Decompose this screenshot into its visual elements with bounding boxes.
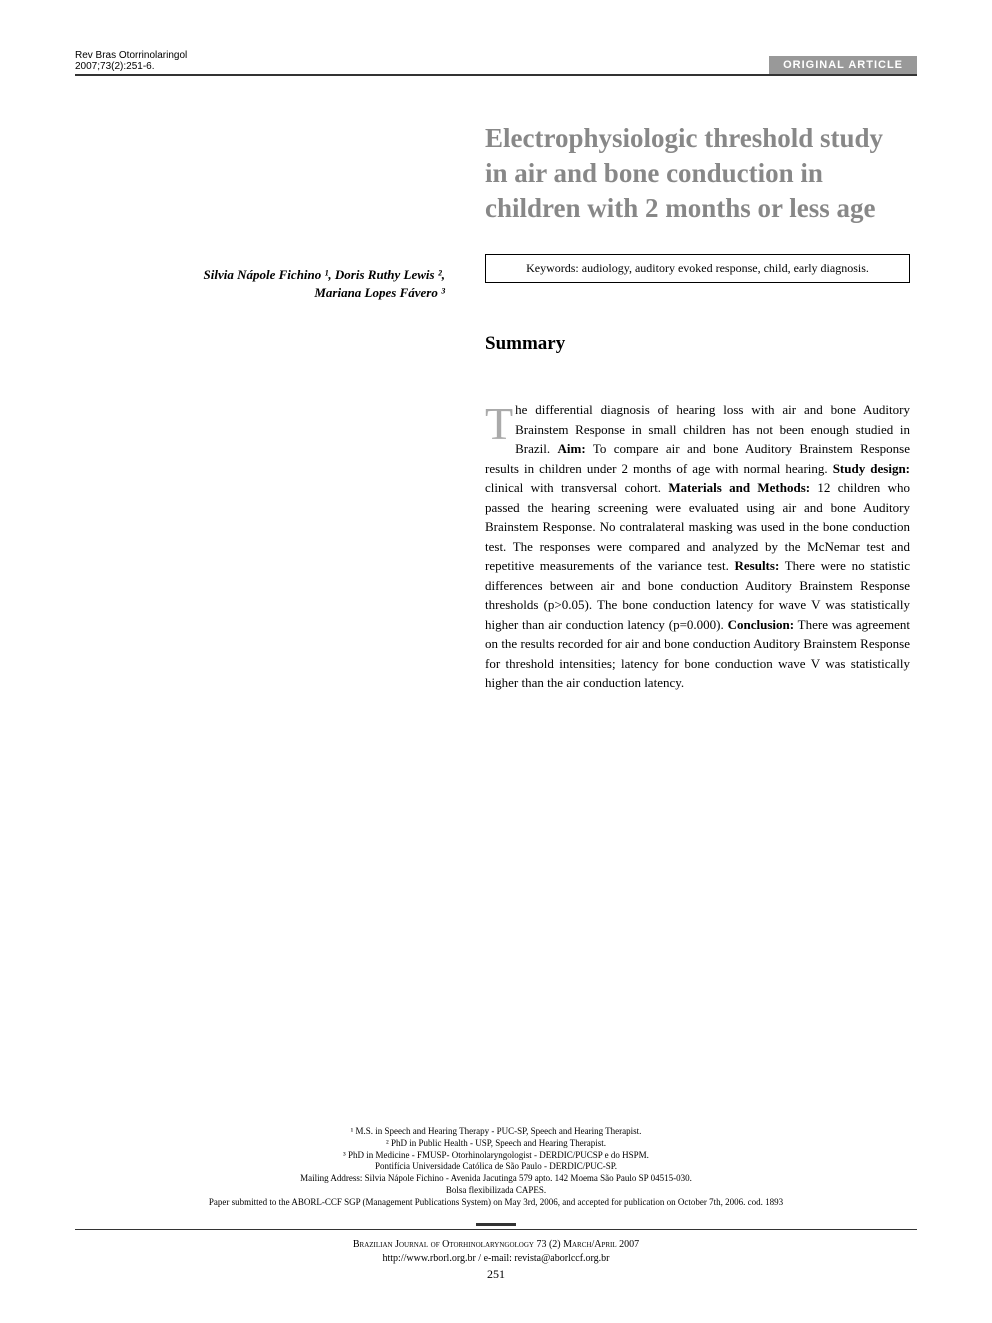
authors-line2: Mariana Lopes Fávero ³: [75, 284, 445, 302]
affiliation-2: ² PhD in Public Health - USP, Speech and…: [75, 1138, 917, 1150]
journal-footer-title: Brazilian Journal of Otorhinolaryngology…: [75, 1238, 917, 1252]
article-type-badge: ORIGINAL ARTICLE: [769, 56, 917, 74]
affiliation-institution: Pontifícia Universidade Católica de São …: [75, 1161, 917, 1173]
journal-footer: Brazilian Journal of Otorhinolaryngology…: [75, 1238, 917, 1283]
authors-column: Silvia Nápole Fichino ¹, Doris Ruthy Lew…: [75, 121, 445, 693]
journal-ref: 2007;73(2):251-6.: [75, 61, 187, 72]
article-title: Electrophysiologic threshold study in ai…: [485, 121, 910, 226]
affiliation-1: ¹ M.S. in Speech and Hearing Therapy - P…: [75, 1126, 917, 1138]
drop-cap: T: [485, 400, 515, 443]
footer-divider-line: [75, 1229, 917, 1230]
funding: Bolsa flexibilizada CAPES.: [75, 1185, 917, 1197]
summary-heading: Summary: [485, 333, 910, 355]
authors-list: Silvia Nápole Fichino ¹, Doris Ruthy Lew…: [75, 266, 445, 302]
submission-info: Paper submitted to the ABORL-CCF SGP (Ma…: [75, 1197, 917, 1209]
mailing-address: Mailing Address: Silvia Nápole Fichino -…: [75, 1173, 917, 1185]
article-column: Electrophysiologic threshold study in ai…: [485, 121, 910, 693]
authors-line1: Silvia Nápole Fichino ¹, Doris Ruthy Lew…: [75, 266, 445, 284]
journal-reference: Rev Bras Otorrinolaringol 2007;73(2):251…: [75, 50, 187, 72]
page-number: 251: [75, 1266, 917, 1283]
keywords-box: Keywords: audiology, auditory evoked res…: [485, 254, 910, 283]
results-label: Results:: [735, 558, 780, 573]
conclusion-label: Conclusion:: [728, 617, 794, 632]
design-text: clinical with transversal cohort.: [485, 480, 668, 495]
design-label: Study design:: [833, 461, 910, 476]
aim-label: Aim:: [558, 441, 586, 456]
summary-body: The differential diagnosis of hearing lo…: [485, 400, 910, 693]
journal-contact: http://www.rborl.org.br / e-mail: revist…: [75, 1252, 917, 1266]
footer-section: ¹ M.S. in Speech and Hearing Therapy - P…: [75, 1126, 917, 1283]
journal-name: Rev Bras Otorrinolaringol: [75, 50, 187, 61]
main-content: Silvia Nápole Fichino ¹, Doris Ruthy Lew…: [75, 121, 917, 693]
affiliation-3: ³ PhD in Medicine - FMUSP- Otorhinolaryn…: [75, 1150, 917, 1162]
page-header: Rev Bras Otorrinolaringol 2007;73(2):251…: [75, 50, 917, 76]
methods-label: Materials and Methods:: [668, 480, 810, 495]
affiliations: ¹ M.S. in Speech and Hearing Therapy - P…: [75, 1126, 917, 1208]
footer-divider-small: [476, 1223, 516, 1226]
